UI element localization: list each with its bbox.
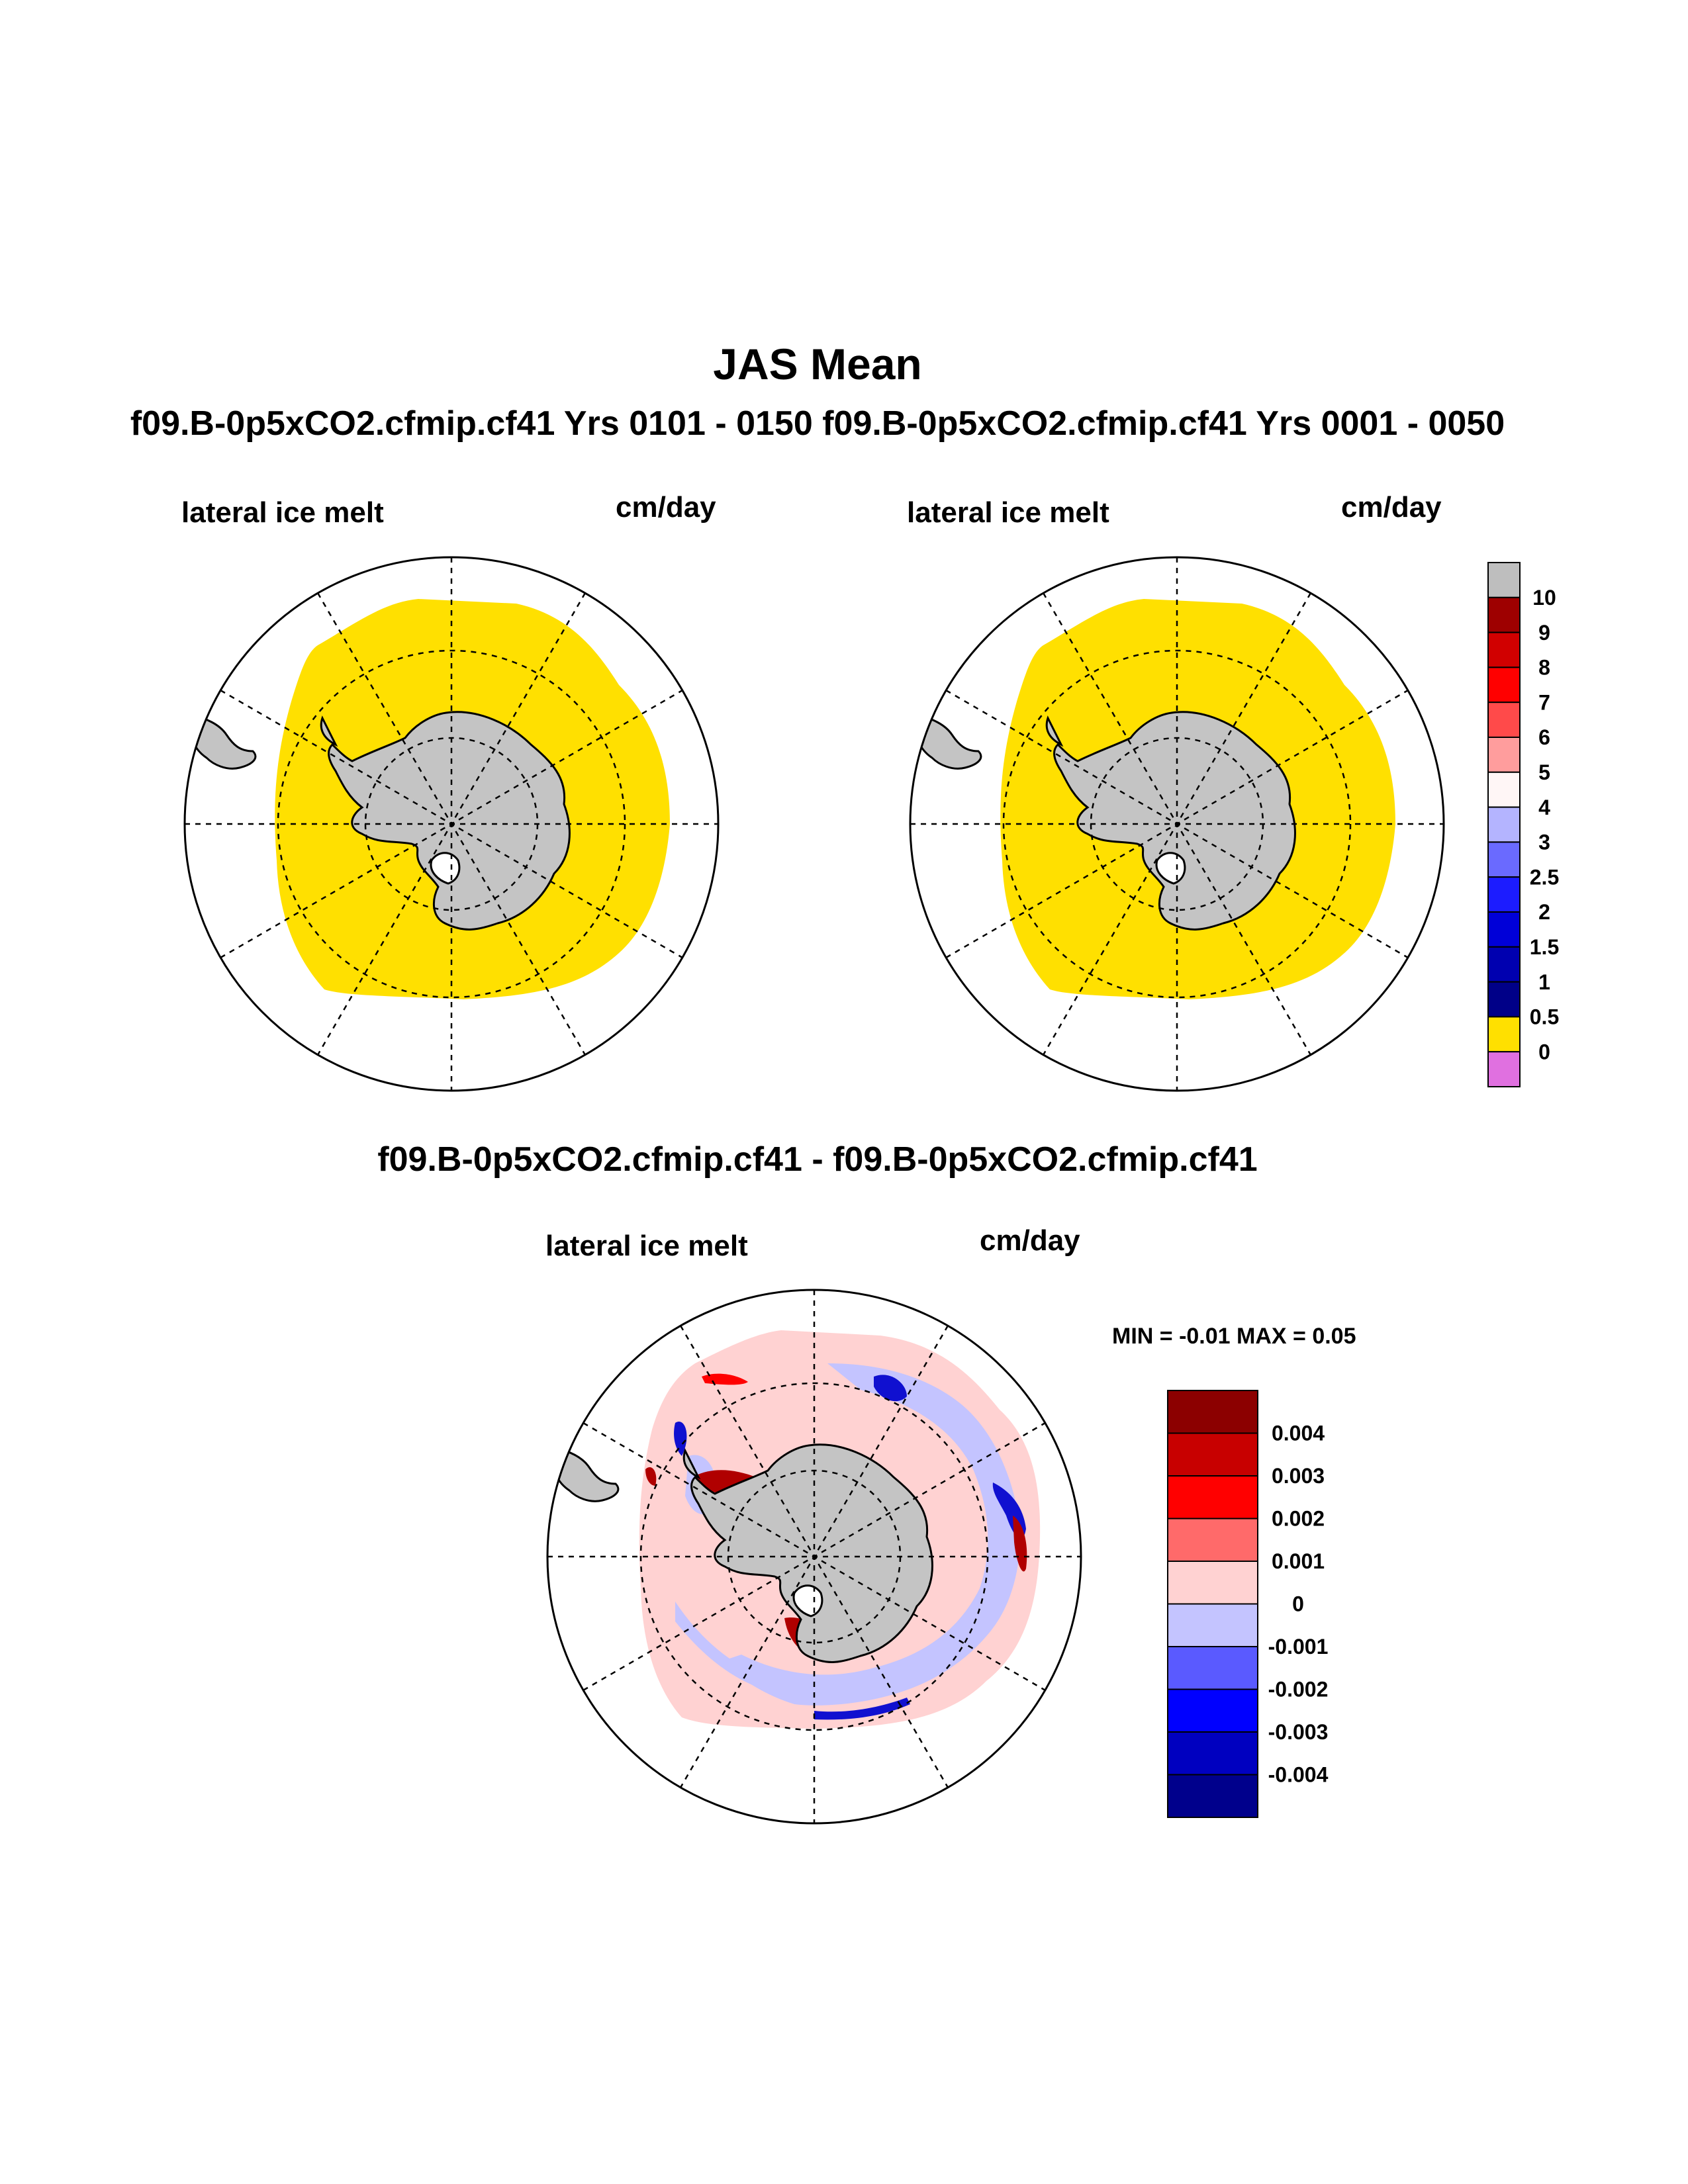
diff-negative-light — [675, 1602, 781, 1694]
colorbar-main-tick-label: 0 — [1538, 1040, 1550, 1064]
page-subtitle: f09.B-0p5xCO2.cfmip.cf41 Yrs 0101 - 0150… — [130, 404, 1505, 443]
colorbar-diff-tick-label: -0.001 — [1268, 1635, 1329, 1659]
colorbar-diff-tick-label: 0.001 — [1272, 1549, 1325, 1573]
diff-negative-dark — [674, 1422, 687, 1456]
colorbar-diff-swatch — [1167, 1475, 1258, 1520]
panel3-map — [546, 1289, 1082, 1825]
colorbar-main-tick-label: 4 — [1538, 796, 1550, 819]
colorbar-main-swatch — [1487, 806, 1521, 843]
colorbar-diff-tick-label: 0.004 — [1272, 1422, 1325, 1445]
colorbar-diff-tick-label: -0.003 — [1268, 1720, 1329, 1744]
colorbar-main-tick-label: 3 — [1538, 831, 1550, 854]
colorbar-main-tick-label: 9 — [1538, 621, 1550, 645]
panel3-units-label: cm/day — [980, 1224, 1080, 1257]
colorbar-main-tick-label: 7 — [1538, 690, 1550, 714]
panel2-units-label: cm/day — [1341, 491, 1442, 523]
colorbar-main-tick-label: 6 — [1538, 725, 1550, 749]
colorbar-main-swatch — [1487, 911, 1521, 948]
colorbar-diff-swatch — [1167, 1646, 1258, 1690]
panel1-units-label: cm/day — [616, 491, 716, 523]
colorbar-diff-swatch — [1167, 1432, 1258, 1477]
page-title: JAS Mean — [713, 340, 922, 388]
colorbar-diff-swatch — [1167, 1688, 1258, 1733]
colorbar-diff-tick-label: -0.002 — [1268, 1678, 1329, 1702]
colorbar-diff-swatch — [1167, 1518, 1258, 1562]
panel2-variable-label: lateral ice melt — [907, 496, 1109, 529]
colorbar-main-tick-label: 1 — [1538, 970, 1550, 994]
colorbar-main-tick-label: 2 — [1538, 900, 1550, 924]
diff-negative-dark — [874, 1375, 907, 1402]
difference-title: f09.B-0p5xCO2.cfmip.cf41 - f09.B-0p5xCO2… — [377, 1140, 1258, 1179]
diff-negative-dark — [814, 1698, 910, 1720]
panel1-variable-label: lateral ice melt — [181, 496, 384, 529]
colorbar-main-swatch — [1487, 562, 1521, 598]
colorbar-main-swatch — [1487, 841, 1521, 878]
colorbar-diff-tick-label: 0 — [1292, 1592, 1304, 1616]
colorbar-diff-swatch — [1167, 1774, 1258, 1818]
colorbar-diff-tick-label: 0.002 — [1272, 1507, 1325, 1531]
colorbar-main-swatch — [1487, 702, 1521, 738]
panel2-map — [909, 556, 1445, 1092]
min-max-readout: MIN = -0.01 MAX = 0.05 — [1112, 1324, 1356, 1349]
colorbar-main-tick-label: 5 — [1538, 760, 1550, 784]
colorbar-main-tick-label: 0.5 — [1530, 1005, 1559, 1029]
colorbar-main-swatch — [1487, 1016, 1521, 1053]
diff-positive-dark — [1013, 1516, 1027, 1572]
colorbar-difference: 0.004 0.003 0.002 0.001 0 -0.001 -0.002 -0.003 -… — [1167, 1390, 1329, 1818]
colorbar-main-swatch — [1487, 946, 1521, 983]
colorbar-main-swatch — [1487, 666, 1521, 704]
diff-positive-dark — [645, 1467, 657, 1486]
colorbar-main-tick-label: 1.5 — [1530, 935, 1559, 959]
colorbar-main-swatch — [1487, 771, 1521, 808]
colorbar-diff-swatch — [1167, 1390, 1258, 1434]
colorbar-diff-tick-label: 0.003 — [1272, 1464, 1325, 1488]
colorbar-diff-swatch — [1167, 1731, 1258, 1776]
colorbar-diff-swatch — [1167, 1603, 1258, 1647]
colorbar-main-swatch — [1487, 737, 1521, 773]
colorbar-main-swatch — [1487, 876, 1521, 913]
colorbar-main: 10 9 8 7 6 5 4 3 2.5 2 1.5 1 0.5 0 — [1487, 562, 1559, 1087]
panel1-map — [183, 556, 720, 1092]
panel3-variable-label: lateral ice melt — [545, 1230, 748, 1262]
colorbar-main-swatch — [1487, 596, 1521, 633]
colorbar-main-swatch — [1487, 981, 1521, 1018]
colorbar-main-tick-label: 10 — [1532, 586, 1556, 610]
colorbar-diff-swatch — [1167, 1561, 1258, 1605]
colorbar-main-tick-label: 8 — [1538, 656, 1550, 680]
colorbar-main-tick-label: 2.5 — [1530, 865, 1559, 889]
colorbar-main-swatch — [1487, 631, 1521, 668]
diff-negative-light — [722, 1363, 1020, 1706]
colorbar-diff-tick-label: -0.004 — [1268, 1763, 1329, 1787]
colorbar-main-swatch — [1487, 1051, 1521, 1087]
